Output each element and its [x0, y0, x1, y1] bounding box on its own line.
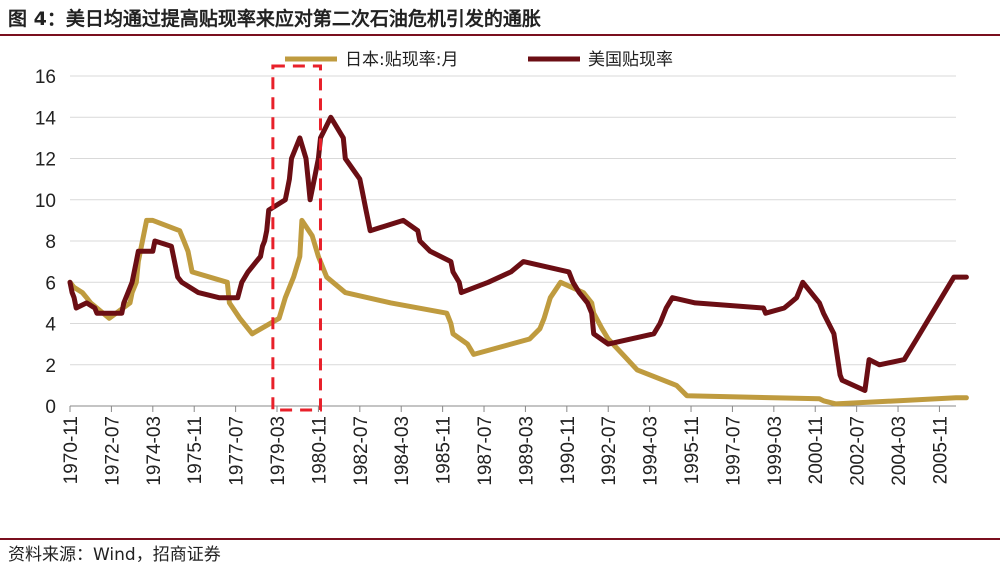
grid-lines: [70, 75, 956, 407]
y-tick-label: 2: [45, 356, 56, 377]
x-tick-label: 1980-11: [309, 416, 330, 484]
x-tick-label: 2000-11: [806, 416, 827, 484]
x-tick-label: 2005-11: [930, 416, 951, 484]
x-tick-label: 1974-03: [144, 416, 165, 486]
legend-label: 日本:贴现率:月: [345, 50, 458, 70]
bottom-rule: [0, 538, 1000, 540]
y-tick-label: 6: [45, 273, 56, 294]
y-tick-label: 8: [45, 232, 56, 253]
y-tick-label: 0: [45, 397, 56, 418]
x-tick-label: 1984-03: [392, 416, 413, 486]
highlight-box: [271, 64, 322, 412]
x-tick-label: 1975-11: [185, 416, 206, 484]
source-note: 资料来源：Wind，招商证券: [8, 545, 221, 565]
top-rule: [0, 34, 1000, 36]
x-tick-label: 2002-07: [848, 416, 869, 486]
legend: 日本:贴现率:月 美国贴现率: [285, 50, 673, 70]
x-tick-label: 1972-07: [102, 416, 123, 486]
us-discount-rate-line: [67, 114, 969, 393]
x-tick-label: 1992-07: [599, 416, 620, 486]
y-tick-label: 10: [35, 191, 56, 212]
x-axis: 1970-11 1972-07 1974-03 1975-11 1977-07 1979-…: [61, 405, 956, 486]
legend-label: 美国贴现率: [588, 50, 673, 70]
y-tick-label: 4: [45, 315, 56, 336]
y-tick-label: 14: [35, 108, 57, 129]
x-tick-label: 1987-07: [475, 416, 496, 486]
x-tick-label: 1997-07: [723, 416, 744, 486]
x-tick-label: 1979-03: [268, 416, 289, 486]
y-tick-label: 16: [35, 67, 56, 88]
x-tick-label: 1982-07: [351, 416, 372, 486]
line-chart: 0 2 4 6 8 10 12 14 16 1970-11 1972-07 1974-03 1975-…: [35, 50, 969, 486]
x-tick-label: 1994-03: [641, 416, 662, 486]
x-tick-label: 1985-11: [434, 416, 455, 484]
x-tick-label: 1990-11: [558, 416, 579, 484]
x-tick-label: 1989-03: [516, 416, 537, 486]
x-tick-label: 1970-11: [61, 416, 82, 484]
x-tick-label: 1977-07: [227, 416, 248, 486]
y-axis: 0 2 4 6 8 10 12 14 16: [35, 67, 57, 418]
y-tick-label: 12: [35, 150, 56, 171]
x-tick-label: 1999-03: [765, 416, 786, 486]
series-lines: [67, 114, 969, 407]
x-tick-label: 1995-11: [682, 416, 703, 484]
x-tick-label: 2004-03: [889, 416, 910, 486]
japan-discount-rate-line: [67, 217, 969, 407]
chart-title: 图 4：美日均通过提高贴现率来应对第二次石油危机引发的通胀: [8, 8, 541, 30]
